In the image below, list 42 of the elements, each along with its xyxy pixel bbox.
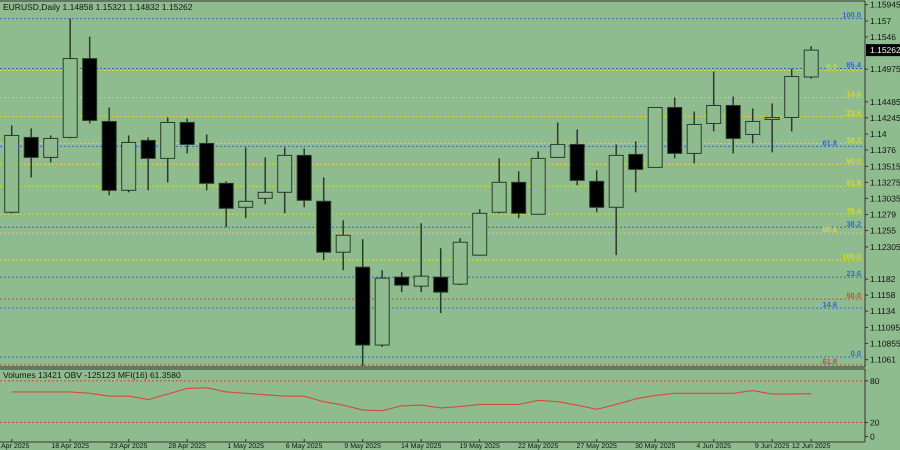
candlestick <box>414 222 429 293</box>
candlestick <box>180 118 195 154</box>
candlestick <box>628 140 644 194</box>
candlestick <box>140 136 156 192</box>
y-tick-label: 1.15945 <box>870 0 900 10</box>
candlestick <box>258 156 273 206</box>
y-tick-label: 1.157 <box>870 16 892 26</box>
y-tick-label: 80 <box>870 376 880 386</box>
y-tick-label: 1.12305 <box>870 242 900 252</box>
candlestick <box>394 271 410 293</box>
candlestick <box>550 122 566 158</box>
candlestick <box>764 102 780 154</box>
y-tick-label: 1.14245 <box>870 112 900 123</box>
y-tick-label: 1.1279 <box>870 210 896 220</box>
candlestick <box>238 146 254 220</box>
y-tick-label: 1.11095 <box>870 322 900 332</box>
candlestick <box>336 220 351 271</box>
y-tick-label: 1.1061 <box>870 354 896 365</box>
chart-title: Volumes 13421 OBV -125123 MFI(16) 61.3580 <box>3 370 181 380</box>
y-tick-label: 1.1182 <box>870 274 896 284</box>
chart-title: EURUSD,Daily 1.14858 1.15321 1.14832 1.15262 <box>3 2 193 12</box>
y-tick-label: 1.1376 <box>870 145 896 156</box>
y-tick-label: 0 <box>870 431 875 442</box>
text: 1.15262 <box>870 45 900 56</box>
line-series <box>11 387 812 412</box>
y-tick-label: 1.13035 <box>870 193 900 204</box>
candlestick <box>433 247 448 314</box>
y-tick-label: 1.10855 <box>870 338 900 348</box>
y-tick-label: 1.1134 <box>870 306 896 316</box>
y-tick-label: 20 <box>870 418 880 428</box>
candlestick <box>706 70 722 132</box>
y-tick-label: 1.14485 <box>870 96 900 107</box>
y-tick-label: 1.1546 <box>870 32 896 42</box>
candlestick <box>745 108 760 144</box>
y-tick-label: 1.1255 <box>870 226 896 236</box>
candlestick <box>43 134 58 164</box>
y-tick-label: 1.13275 <box>870 177 900 188</box>
candlestick <box>24 128 39 178</box>
y-tick-label: 1.14975 <box>870 64 900 74</box>
y-tick-label: 1.14 <box>870 129 887 140</box>
y-tick-label: 1.1158 <box>870 290 896 300</box>
y-tick-label: 1.13515 <box>870 161 900 172</box>
